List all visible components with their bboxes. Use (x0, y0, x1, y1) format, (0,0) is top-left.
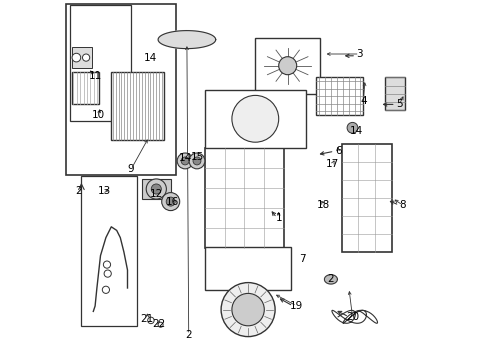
Bar (111, 72, 163, 140)
Text: 1: 1 (275, 213, 282, 223)
Text: 18: 18 (316, 200, 330, 210)
Circle shape (151, 184, 161, 194)
Bar (384, 77, 404, 110)
Bar (316, 77, 363, 115)
Text: 14: 14 (349, 126, 362, 136)
Text: 7: 7 (298, 254, 305, 264)
Text: 2: 2 (75, 186, 81, 196)
Circle shape (177, 153, 193, 169)
Bar (72, 72, 99, 104)
Circle shape (193, 157, 201, 165)
Bar (204, 247, 291, 290)
Circle shape (158, 322, 163, 327)
Text: 2: 2 (327, 274, 333, 284)
Text: 9: 9 (127, 164, 134, 174)
Bar (341, 144, 391, 252)
Circle shape (147, 317, 154, 324)
Bar (255, 38, 320, 94)
Bar (204, 148, 284, 248)
Bar (81, 176, 136, 326)
Bar (66, 4, 176, 175)
Circle shape (189, 153, 204, 169)
Circle shape (346, 122, 357, 133)
Circle shape (146, 179, 166, 199)
Text: 6: 6 (334, 146, 341, 156)
Bar (72, 47, 91, 68)
Text: 11: 11 (88, 71, 102, 81)
Text: 5: 5 (395, 99, 402, 109)
Text: 2: 2 (185, 330, 192, 340)
Polygon shape (158, 31, 215, 49)
Circle shape (278, 57, 296, 75)
Circle shape (162, 193, 179, 211)
Text: 8: 8 (399, 200, 406, 210)
Text: 22: 22 (152, 319, 165, 329)
Circle shape (166, 197, 175, 206)
Text: 14: 14 (178, 153, 191, 163)
Bar (142, 179, 170, 199)
Circle shape (181, 157, 189, 165)
Circle shape (104, 270, 111, 277)
Text: 19: 19 (289, 301, 303, 311)
Text: 21: 21 (141, 314, 154, 324)
Text: 4: 4 (359, 96, 366, 106)
Circle shape (221, 283, 275, 337)
Text: 3: 3 (356, 49, 362, 59)
Circle shape (103, 261, 110, 268)
Text: 17: 17 (325, 159, 339, 169)
Bar (70, 5, 131, 121)
Circle shape (102, 286, 109, 293)
Text: 14: 14 (144, 53, 157, 63)
Text: 10: 10 (92, 110, 105, 120)
Circle shape (72, 53, 81, 62)
Text: 13: 13 (97, 186, 110, 196)
Circle shape (231, 293, 264, 326)
Text: 12: 12 (149, 189, 163, 199)
Text: 20: 20 (345, 312, 358, 322)
Circle shape (231, 95, 278, 142)
Text: 16: 16 (165, 197, 179, 207)
Text: 15: 15 (190, 152, 203, 162)
Circle shape (82, 54, 89, 61)
Polygon shape (324, 275, 337, 284)
Bar (204, 90, 305, 148)
